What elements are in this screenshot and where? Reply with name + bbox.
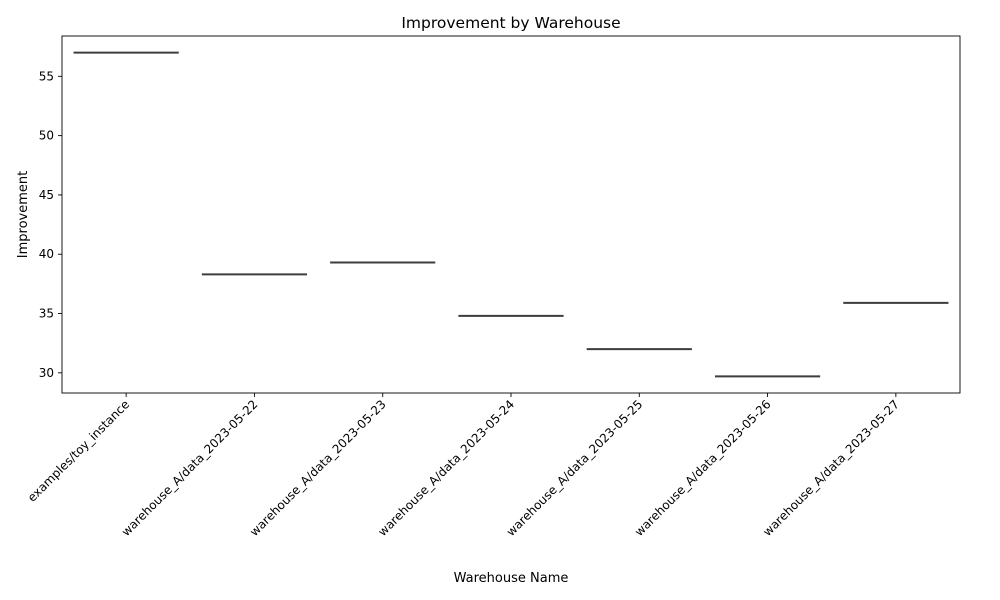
y-axis-label: Improvement [16, 171, 31, 258]
plot-area [61, 35, 961, 394]
x-tick-label: warehouse_A/data_2023-05-24 [375, 397, 517, 539]
x-tick-label: warehouse_A/data_2023-05-25 [504, 397, 646, 539]
y-tick-label: 45 [39, 188, 54, 202]
y-tick-label: 30 [39, 366, 54, 380]
x-tick-label: warehouse_A/data_2023-05-27 [760, 397, 902, 539]
x-axis: examples/toy_instancewarehouse_A/data_20… [25, 393, 902, 539]
y-axis: 30 35 40 45 50 55 [39, 69, 62, 380]
y-tick-label: 55 [39, 69, 54, 83]
x-tick-label: examples/toy_instance [25, 397, 132, 504]
x-tick-label: warehouse_A/data_2023-05-23 [247, 397, 389, 539]
y-tick-label: 50 [39, 129, 54, 143]
x-tick-label: warehouse_A/data_2023-05-26 [632, 397, 774, 539]
chart-title: Improvement by Warehouse [401, 14, 620, 32]
x-tick-label: warehouse_A/data_2023-05-22 [119, 397, 261, 539]
box-marks [73, 51, 949, 378]
x-axis-label: Warehouse Name [454, 571, 569, 586]
y-tick-label: 40 [39, 247, 54, 261]
y-tick-label: 35 [39, 307, 54, 321]
